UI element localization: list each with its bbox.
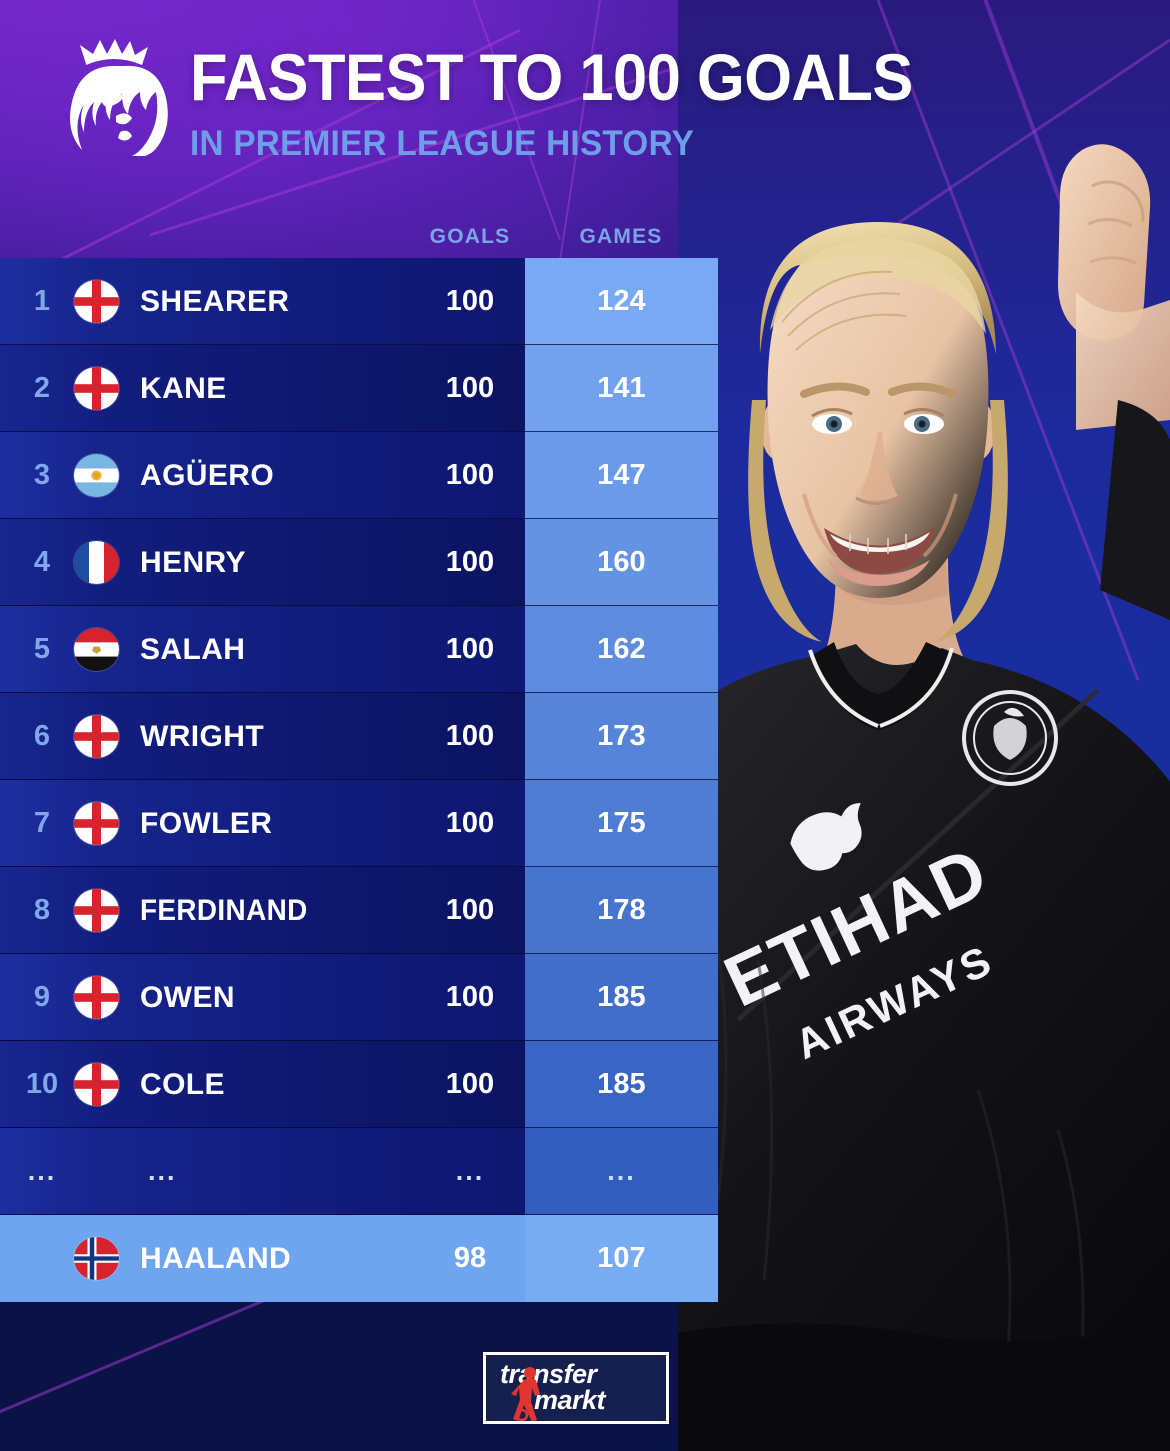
row-goals-value: 100	[445, 1068, 495, 1100]
row-games-value: 147	[525, 432, 718, 519]
flag-england-icon	[74, 367, 119, 410]
premier-league-lion-icon	[70, 39, 168, 156]
row-rank: 7	[33, 807, 51, 839]
row-rank: 5	[33, 633, 51, 665]
transfermarkt-logo-line1: transfer	[500, 1359, 597, 1390]
row-rank: 2	[33, 372, 51, 404]
row-games-value: 178	[525, 867, 718, 954]
page-title: FASTEST TO 100 GOALS	[190, 40, 913, 114]
table-row: 7 FOWLER 100 175	[0, 780, 718, 867]
row-player-name: HAALAND	[140, 1241, 292, 1275]
row-player-name: AGÜERO	[140, 458, 275, 492]
row-player-name: KANE	[140, 371, 227, 405]
flag-england-icon	[74, 280, 119, 323]
row-rank: 10	[25, 1068, 59, 1100]
title-block: FASTEST TO 100 GOALS IN PREMIER LEAGUE H…	[190, 44, 967, 161]
row-player-name: SALAH	[140, 632, 246, 666]
row-games-value: 175	[525, 780, 718, 867]
flag-france-icon	[74, 541, 119, 584]
row-games-value: 185	[525, 1041, 718, 1128]
table-row: HAALAND 98 107	[0, 1215, 718, 1302]
flag-england-icon	[74, 889, 119, 932]
row-player-name: FOWLER	[140, 806, 273, 840]
column-header-games: GAMES	[579, 225, 663, 248]
flag-england-icon	[74, 802, 119, 845]
table-column-headers: GOALS GAMES	[0, 215, 718, 258]
row-rank: ...	[27, 1156, 57, 1186]
flag-argentina-icon	[74, 454, 119, 497]
row-player-name: SHEARER	[140, 284, 290, 318]
ranking-table: GOALS GAMES 1 SHEARER 100 124 2 KANE 100 141 3 AG…	[0, 215, 718, 1302]
table-row: 8 FERDINAND 100 178	[0, 867, 718, 954]
row-goals-value: 100	[445, 720, 495, 752]
row-goals-value: 100	[445, 459, 495, 491]
column-header-goals: GOALS	[429, 225, 511, 248]
table-row: 2 KANE 100 141	[0, 345, 718, 432]
row-goals-value: 100	[445, 372, 495, 404]
row-rank: 9	[33, 981, 51, 1013]
row-goals-value: 100	[445, 546, 495, 578]
row-goals-value: 100	[445, 981, 495, 1013]
table-row: 6 WRIGHT 100 173	[0, 693, 718, 780]
flag-england-icon	[74, 1063, 119, 1106]
row-player-name: ...	[148, 1156, 177, 1186]
row-games-value: 141	[525, 345, 718, 432]
table-row: ............	[0, 1128, 718, 1215]
row-goals-value: 100	[445, 894, 495, 926]
flag-norway-icon	[74, 1237, 119, 1280]
row-games-value: 160	[525, 519, 718, 606]
flag-england-icon	[74, 976, 119, 1019]
row-games-value: 124	[525, 258, 718, 345]
row-rank	[14, 1215, 70, 1302]
row-player-name: HENRY	[140, 545, 246, 579]
table-row: 1 SHEARER 100 124	[0, 258, 718, 345]
table-row: 9 OWEN 100 185	[0, 954, 718, 1041]
row-games-value: 173	[525, 693, 718, 780]
transfermarkt-logo[interactable]: transfer markt	[483, 1352, 669, 1424]
flag-egypt-icon	[74, 628, 119, 671]
row-player-name: COLE	[140, 1067, 225, 1101]
table-row: 3 AGÜERO 100 147	[0, 432, 718, 519]
flag-england-icon	[74, 715, 119, 758]
row-rank: 4	[33, 546, 51, 578]
row-goals-value: 98	[453, 1242, 487, 1274]
row-rank: 8	[33, 894, 51, 926]
row-rank: 6	[33, 720, 51, 752]
transfermarkt-logo-line2: markt	[534, 1385, 606, 1415]
row-goals-value: 100	[445, 807, 495, 839]
row-player-name: FERDINAND	[140, 893, 308, 927]
table-rows: 1 SHEARER 100 124 2 KANE 100 141 3 AGÜERO 100 147 4 H…	[0, 258, 718, 1302]
header: FASTEST TO 100 GOALS IN PREMIER LEAGUE H…	[0, 0, 913, 210]
row-rank: 3	[33, 459, 51, 491]
row-player-name: WRIGHT	[140, 719, 265, 753]
row-games-value: 107	[525, 1215, 718, 1302]
row-goals-value: 100	[445, 633, 495, 665]
table-row: 10 COLE 100 185	[0, 1041, 718, 1128]
transfermarkt-player-icon	[511, 1367, 540, 1421]
table-row: 4 HENRY 100 160	[0, 519, 718, 606]
row-games-value: 162	[525, 606, 718, 693]
row-rank: 1	[33, 285, 51, 317]
table-row: 5 SALAH 100 162	[0, 606, 718, 693]
row-player-name: OWEN	[140, 980, 235, 1014]
row-games-value: 185	[525, 954, 718, 1041]
page-subtitle: IN PREMIER LEAGUE HISTORY	[190, 124, 695, 163]
row-games-value: ...	[525, 1128, 718, 1215]
player-photo: ULT	[678, 0, 1170, 1451]
row-goals-value: 100	[445, 285, 495, 317]
row-goals-value: ...	[455, 1156, 485, 1186]
